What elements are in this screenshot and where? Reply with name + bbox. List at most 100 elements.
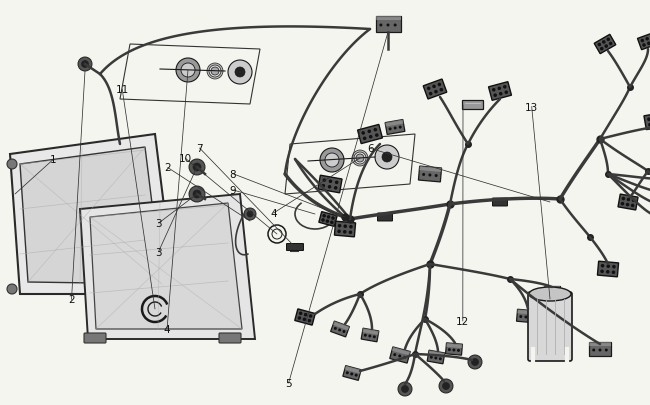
Circle shape [334,187,337,190]
Circle shape [335,181,339,185]
Circle shape [519,315,523,318]
Circle shape [343,330,345,333]
Ellipse shape [529,287,571,301]
Text: 4: 4 [164,324,170,334]
Circle shape [352,151,368,166]
Polygon shape [385,120,405,135]
Circle shape [443,383,450,390]
FancyBboxPatch shape [378,213,393,222]
Circle shape [627,198,630,202]
Circle shape [592,349,595,352]
Circle shape [497,87,501,91]
Polygon shape [358,125,382,144]
Circle shape [394,127,396,130]
Circle shape [640,40,644,43]
Circle shape [349,225,353,229]
Circle shape [321,219,325,222]
Circle shape [382,153,392,162]
Polygon shape [594,35,616,55]
Polygon shape [427,350,445,364]
Circle shape [228,61,252,85]
Circle shape [369,335,371,338]
Circle shape [343,230,346,234]
Circle shape [303,318,306,321]
Circle shape [621,197,625,201]
Text: 12: 12 [456,316,469,326]
Circle shape [439,379,453,393]
Circle shape [398,382,412,396]
Circle shape [304,313,307,317]
Circle shape [7,284,17,294]
Circle shape [338,224,341,228]
Circle shape [334,327,337,330]
Circle shape [551,291,554,294]
Circle shape [492,89,495,92]
Circle shape [471,358,478,366]
Polygon shape [597,262,619,277]
Polygon shape [318,176,342,193]
Text: 4: 4 [270,209,277,218]
Polygon shape [363,328,379,335]
Circle shape [604,45,608,49]
Polygon shape [319,212,337,227]
FancyBboxPatch shape [463,101,484,110]
Circle shape [328,185,332,189]
Text: 1: 1 [50,155,57,165]
Circle shape [493,94,497,98]
Circle shape [403,356,406,359]
Circle shape [193,164,201,172]
Circle shape [597,44,601,47]
Text: 13: 13 [525,102,538,112]
Circle shape [374,128,377,132]
Circle shape [375,146,399,170]
Text: 7: 7 [196,144,203,153]
Circle shape [645,38,649,41]
Circle shape [387,24,389,28]
Circle shape [432,85,436,89]
Circle shape [181,64,195,78]
Circle shape [555,291,558,294]
Circle shape [330,221,333,224]
Polygon shape [489,83,512,101]
Polygon shape [335,222,356,237]
FancyBboxPatch shape [493,198,508,207]
Circle shape [327,215,330,219]
Text: 5: 5 [285,378,292,388]
Circle shape [375,134,378,138]
Circle shape [604,349,608,352]
Polygon shape [385,120,404,127]
Polygon shape [589,342,611,356]
Polygon shape [390,347,410,363]
Polygon shape [419,166,441,173]
Polygon shape [517,309,536,323]
Circle shape [307,319,311,323]
Circle shape [612,271,616,275]
Circle shape [602,41,606,45]
Circle shape [457,349,460,352]
Circle shape [367,130,371,134]
Circle shape [211,68,219,76]
Circle shape [398,126,402,129]
Circle shape [235,68,245,78]
Circle shape [325,153,339,168]
Circle shape [394,24,396,28]
Polygon shape [445,343,462,355]
Circle shape [427,87,430,91]
Text: 11: 11 [116,85,129,95]
Circle shape [606,270,610,274]
Circle shape [439,357,442,360]
Text: 2: 2 [68,295,75,305]
Circle shape [599,349,601,352]
Polygon shape [294,309,315,325]
Circle shape [309,314,313,318]
Text: 3: 3 [155,247,162,257]
Circle shape [468,355,482,369]
Circle shape [428,174,432,177]
Circle shape [209,66,221,78]
Circle shape [369,136,372,139]
Polygon shape [644,113,650,130]
Circle shape [606,265,610,269]
Polygon shape [589,342,611,346]
Polygon shape [10,135,175,294]
Circle shape [606,38,610,42]
